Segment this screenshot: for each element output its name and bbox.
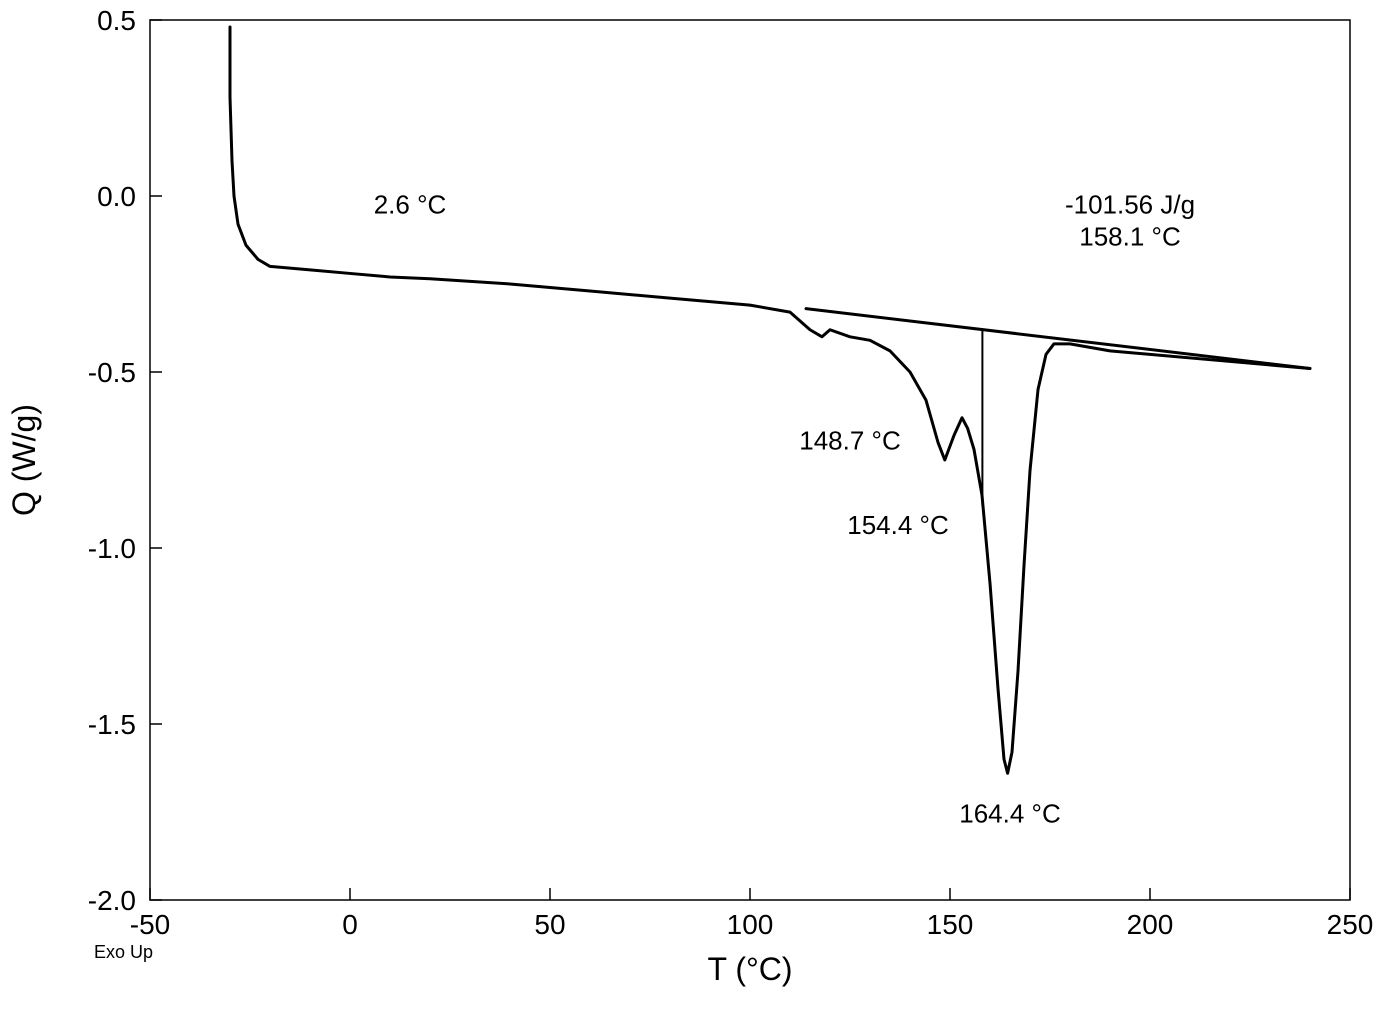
y-tick-label: -2.0 <box>88 885 136 916</box>
x-tick-label: 100 <box>727 909 774 940</box>
annotation-label: 154.4 °C <box>847 510 948 540</box>
annotation-label: 158.1 °C <box>1079 221 1180 251</box>
x-tick-label: 250 <box>1327 909 1374 940</box>
annotation-label: -101.56 J/g <box>1065 190 1195 220</box>
x-tick-label: 200 <box>1127 909 1174 940</box>
x-tick-label: 0 <box>342 909 358 940</box>
annotation-label: 148.7 °C <box>799 425 900 455</box>
y-axis-label: Q (W/g) <box>6 404 42 516</box>
y-tick-label: -0.5 <box>88 357 136 388</box>
y-tick-label: -1.0 <box>88 533 136 564</box>
exo-up-label: Exo Up <box>94 942 153 962</box>
dsc-chart: -50050100150200250-2.0-1.5-1.0-0.50.00.5… <box>0 0 1389 1016</box>
annotation-label: 164.4 °C <box>959 799 1060 829</box>
heat-flow-curve <box>230 27 1310 773</box>
x-axis-label: T (°C) <box>707 951 792 987</box>
chart-svg: -50050100150200250-2.0-1.5-1.0-0.50.00.5… <box>0 0 1389 1016</box>
y-tick-label: 0.0 <box>97 181 136 212</box>
x-tick-label: 150 <box>927 909 974 940</box>
x-tick-label: 50 <box>534 909 565 940</box>
baseline-line <box>806 309 1310 369</box>
annotation-label: 2.6 °C <box>374 190 447 220</box>
y-tick-label: -1.5 <box>88 709 136 740</box>
plot-border <box>150 20 1350 900</box>
y-tick-label: 0.5 <box>97 5 136 36</box>
